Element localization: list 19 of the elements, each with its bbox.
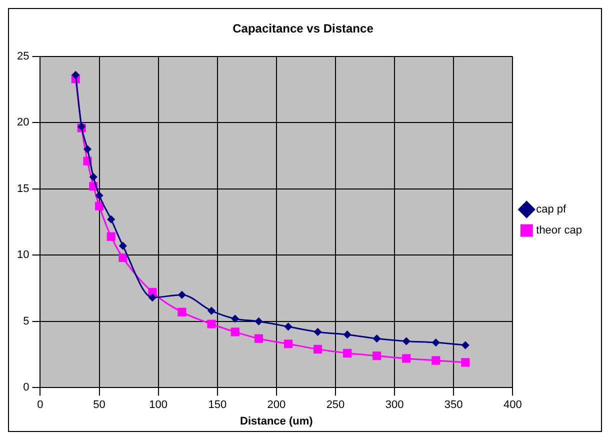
y-tick-label: 5 xyxy=(23,315,30,328)
x-tick-label: 300 xyxy=(385,399,404,412)
x-tick-label: 350 xyxy=(444,399,463,412)
x-tick-label: 100 xyxy=(149,399,168,412)
x-tick-label: 50 xyxy=(93,399,106,412)
legend-label: theor cap xyxy=(536,224,582,237)
chart-title: Capacitance vs Distance xyxy=(232,22,374,36)
x-tick-label: 250 xyxy=(326,399,345,412)
x-tick-label: 0 xyxy=(37,399,44,412)
y-tick-label: 0 xyxy=(23,382,30,394)
legend-label: cap pf xyxy=(536,204,568,216)
x-tick-label: 200 xyxy=(267,399,286,412)
x-tick-label: 400 xyxy=(503,399,522,412)
x-axis-title: Distance (um) xyxy=(240,415,314,428)
x-tick-label: 150 xyxy=(208,399,227,412)
y-tick-label: 25 xyxy=(16,50,30,62)
y-tick-label: 20 xyxy=(16,116,30,129)
y-tick-label: 10 xyxy=(16,249,30,262)
y-tick-label: 15 xyxy=(16,182,30,195)
